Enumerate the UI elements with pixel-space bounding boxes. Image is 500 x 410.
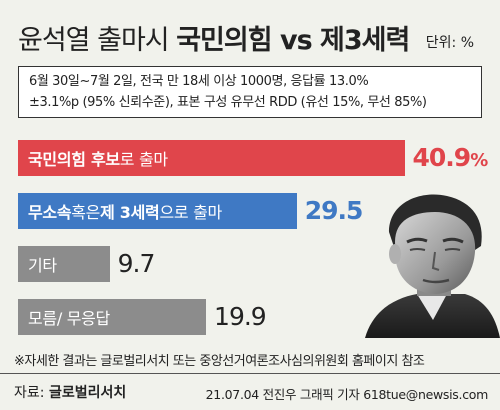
source-name: 글로벌리서치 [48,385,127,401]
title-bold: 국민의힘 vs 제3세력 [176,25,410,56]
value-label-dont-know: 19.9 [214,302,267,331]
bar-ppp-candidate: 국민의힘 후보 로 출마 [18,140,405,176]
survey-info-line-2: ±3.1%p (95% 신뢰수준), 표본 구성 유무선 RDD (유선 15%… [29,95,427,110]
bar-label-rest: 으로 출마 [159,203,222,222]
politician-photo-icon [365,194,500,338]
bar-label-bold: 국민의힘 후보 [28,150,120,169]
unit-label: 단위: % [425,35,474,51]
bar-dont-know: 모름/ 무응답 [18,299,207,335]
bar-label-rest: 기타 [28,256,57,275]
source-label: 자료: 글로벌리서치 [14,382,126,402]
footnote: ※자세한 결과는 글로벌리서치 또는 중앙선거여론조사심의위원회 홈페이지 참조 [14,354,425,369]
graphic-credit: 21.07.04 전진우 그래픽 기자 618tue@newsis.com [205,387,489,402]
page-title: 윤석열 출마시 국민의힘 vs 제3세력 [18,18,410,57]
bar-other: 기타 [18,246,110,282]
bar-label-bold-2: 제 3세력 [100,203,160,222]
value-label-independent: 29.5 [304,196,364,225]
value-label-ppp: 40.9% [412,140,489,176]
value-label-other: 9.7 [117,249,156,278]
footer-divider [0,373,500,374]
survey-info-line-1: 6월 30일~7월 2일, 전국 만 18세 이상 1000명, 응답률 13.… [29,74,369,89]
bar-label-mid: 혹은 [71,203,101,222]
bar-label-rest: 모름/ 무응답 [28,309,110,328]
bar-independent-third-force: 무소속 혹은 제 3세력 으로 출마 [18,193,297,229]
source-prefix: 자료: [14,385,45,401]
bar-label-rest: 로 출마 [119,150,168,169]
percent-sign: % [470,150,488,171]
value-number: 40.9 [412,143,472,172]
survey-info-box: 6월 30일~7월 2일, 전국 만 18세 이상 1000명, 응답률 13.… [18,66,482,118]
bar-label-bold: 무소속 [28,203,72,222]
title-plain: 윤석열 출마시 [18,25,170,56]
